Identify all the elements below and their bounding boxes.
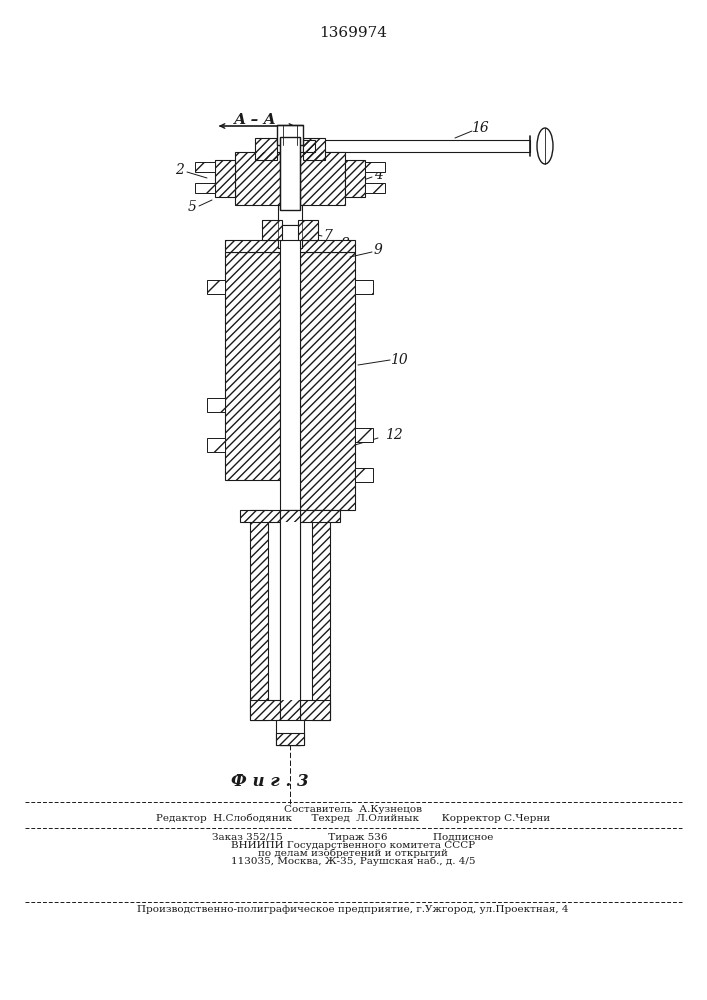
Bar: [300, 252, 355, 510]
Bar: [303, 140, 530, 152]
Bar: [215, 160, 235, 197]
Bar: [255, 138, 277, 160]
Bar: [235, 152, 280, 205]
Bar: [280, 510, 300, 745]
Bar: [298, 220, 318, 240]
Text: 4: 4: [373, 168, 382, 182]
Bar: [207, 398, 225, 412]
Bar: [195, 162, 215, 172]
Bar: [240, 510, 340, 522]
Text: по делам изобретений и открытий: по делам изобретений и открытий: [258, 848, 448, 858]
Text: Составитель  А.Кузнецов: Составитель А.Кузнецов: [284, 804, 422, 814]
Text: Ф и г . 3: Ф и г . 3: [231, 774, 309, 790]
Text: 1369974: 1369974: [319, 26, 387, 40]
Bar: [355, 280, 373, 294]
Bar: [250, 510, 268, 720]
Bar: [312, 510, 330, 720]
Text: 9: 9: [373, 243, 382, 257]
Bar: [365, 162, 385, 172]
Bar: [300, 152, 345, 205]
Bar: [312, 510, 330, 720]
Bar: [240, 510, 340, 522]
Text: 2: 2: [175, 163, 185, 177]
Bar: [345, 160, 365, 197]
Bar: [207, 438, 225, 452]
Bar: [207, 280, 225, 294]
Bar: [225, 252, 280, 480]
Text: 16: 16: [471, 121, 489, 135]
Bar: [355, 428, 373, 442]
Text: 113035, Москва, Ж-35, Раушская наб., д. 4/5: 113035, Москва, Ж-35, Раушская наб., д. …: [230, 856, 475, 866]
Bar: [235, 152, 280, 205]
Bar: [278, 205, 302, 225]
Bar: [355, 428, 373, 442]
Bar: [250, 700, 330, 720]
Bar: [280, 240, 300, 510]
Bar: [345, 160, 365, 197]
Bar: [280, 137, 300, 210]
Bar: [225, 240, 355, 252]
Bar: [277, 125, 303, 145]
Text: Заказ 352/15              Тираж 536              Подписное: Заказ 352/15 Тираж 536 Подписное: [212, 832, 493, 842]
Bar: [278, 225, 302, 248]
Text: 6: 6: [281, 207, 289, 221]
Bar: [225, 252, 280, 480]
Bar: [303, 140, 315, 152]
Bar: [215, 160, 235, 197]
Text: 5: 5: [187, 200, 197, 214]
Bar: [195, 183, 215, 193]
Bar: [355, 468, 373, 482]
Bar: [262, 220, 282, 240]
Bar: [300, 252, 355, 510]
Bar: [365, 183, 385, 193]
Bar: [276, 720, 304, 745]
Bar: [225, 240, 355, 252]
Ellipse shape: [537, 128, 553, 164]
Bar: [280, 510, 300, 745]
Bar: [303, 138, 325, 160]
Bar: [355, 280, 373, 294]
Bar: [300, 152, 345, 205]
Bar: [207, 280, 225, 294]
Bar: [195, 183, 215, 193]
Bar: [207, 438, 225, 452]
Text: 7: 7: [324, 229, 332, 243]
Bar: [303, 138, 325, 160]
Text: 12: 12: [385, 428, 403, 442]
Bar: [255, 138, 277, 160]
Bar: [262, 220, 282, 240]
Bar: [195, 162, 215, 172]
Bar: [276, 733, 304, 745]
Text: 10: 10: [390, 353, 408, 367]
Bar: [276, 733, 304, 745]
Bar: [250, 700, 330, 720]
Bar: [365, 183, 385, 193]
Bar: [303, 140, 315, 152]
Text: Производственно-полиграфическое предприятие, г.Ужгород, ул.Проектная, 4: Производственно-полиграфическое предприя…: [137, 906, 568, 914]
Text: 8: 8: [341, 237, 349, 251]
Bar: [250, 510, 268, 720]
Bar: [298, 220, 318, 240]
Text: ВНИИПИ Государственного комитета СССР: ВНИИПИ Государственного комитета СССР: [231, 840, 475, 850]
Text: Редактор  Н.Слободяник      Техред  Л.Олийнык       Корректор С.Черни: Редактор Н.Слободяник Техред Л.Олийнык К…: [156, 813, 550, 823]
Text: А – А: А – А: [233, 113, 276, 127]
Bar: [365, 162, 385, 172]
Bar: [355, 468, 373, 482]
Bar: [207, 398, 225, 412]
